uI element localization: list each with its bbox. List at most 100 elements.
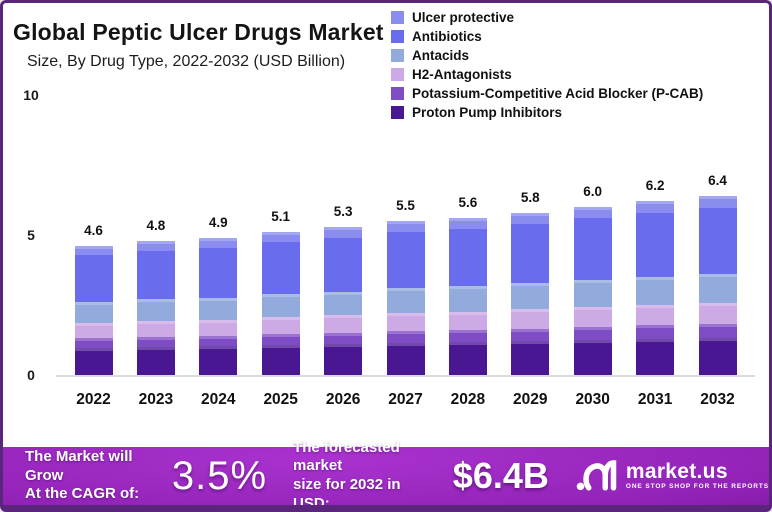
legend-swatch-icon [391,10,404,24]
page-subtitle: Size, By Drug Type, 2022-2032 (USD Billi… [27,53,346,70]
market-us-logo-icon [575,454,619,499]
x-axis-label-2032: 2032 [700,391,735,408]
y-axis-tick-10: 10 [23,87,39,103]
x-axis-label-2023: 2023 [138,391,174,408]
bar-segment [261,232,300,240]
x-axis-label-2030: 2030 [575,391,610,408]
bar-segment [386,342,425,375]
legend-label: H2-Antagonists [412,66,512,82]
bar-segment [74,252,113,303]
bar-value-label-2029: 5.8 [520,190,540,205]
bar-segment [386,288,425,313]
bar-value-label-2023: 4.8 [146,218,166,233]
bar-segment [511,221,550,284]
bar-segment [573,280,612,307]
bar-segment [511,341,550,375]
bar-segment [136,347,175,375]
bar-segment [74,338,113,349]
cagr-label-line2: At the CAGR of: [25,485,140,503]
bar-segment [636,209,675,277]
legend-swatch-icon [391,29,404,43]
bar-2030 [573,207,612,375]
x-axis-line [56,375,755,377]
bar-segment [261,239,300,295]
bar-segment [199,245,238,298]
bar-segment [448,311,487,331]
legend-item: Proton Pump Inhibitors [391,104,703,120]
legend-swatch-icon [391,86,404,100]
bar-segment [511,328,550,342]
forecast-label-line1: The forecasted market [293,438,400,475]
bar-segment [199,319,238,337]
x-axis-label-2031: 2031 [637,391,673,408]
bar-value-label-2032: 6.4 [708,173,727,188]
bar-value-label-2031: 6.2 [645,178,665,193]
x-axis-label-2026: 2026 [325,391,361,408]
bar-2032 [698,196,737,375]
x-axis-label-2024: 2024 [201,391,236,408]
bar-segment [573,215,612,281]
bar-segment [573,306,612,328]
bar-2029 [511,213,550,375]
page-title: Global Peptic Ulcer Drugs Market [13,19,384,45]
bar-segment [636,338,675,375]
bar-segment [199,336,238,347]
cagr-value: 3.5% [171,453,268,498]
bar-segment [636,276,675,305]
legend-item: H2-Antagonists [391,66,703,82]
logo-name: market.us [625,460,728,484]
bar-segment [636,201,675,210]
bar-segment [448,330,487,343]
x-axis-label-2028: 2028 [450,391,486,408]
bar-segment [511,213,550,222]
bar-segment [324,227,363,235]
bar-segment [261,294,300,318]
bar-2031 [636,201,675,375]
legend-item: Potassium-Competitive Acid Blocker (P-CA… [391,85,703,101]
bar-segment [324,315,363,334]
bar-segment [573,339,612,375]
footer-banner: The Market will Grow At the CAGR of: 3.5… [3,439,769,505]
bar-segment [74,246,113,253]
bar-segment [261,345,300,375]
bar-value-label-2028: 5.6 [458,195,478,210]
bar-segment [386,221,425,229]
x-axis-label-2025: 2025 [263,391,298,408]
bar-segment [386,331,425,343]
bar-segment [511,283,550,310]
bar-segment [74,302,113,323]
legend-label: Proton Pump Inhibitors [412,104,562,120]
x-axis-label-2022: 2022 [76,391,111,408]
bar-segment [448,286,487,312]
bar-segment [324,291,363,316]
legend-swatch-icon [391,105,404,119]
bar-value-label-2024: 4.9 [208,215,228,230]
logo-tagline: ONE STOP SHOP FOR THE REPORTS [625,483,769,491]
bar-segment [698,196,737,206]
bar-segment [199,297,238,320]
bar-segment [199,346,238,375]
legend: Ulcer protective Antibiotics Antacids H2-An… [391,9,703,120]
forecast-label-line2: size for 2032 in USD: [293,476,401,512]
bar-2026 [324,227,363,375]
bar-segment [136,337,175,348]
legend-item: Antibiotics [391,28,703,44]
bar-2028 [448,218,487,375]
market-us-logo: market.us ONE STOP SHOP FOR THE REPORTS [575,454,769,499]
bar-segment [324,234,363,292]
bar-2027 [386,221,425,375]
bar-segment [261,334,300,345]
bar-segment [636,325,675,339]
x-axis-label-2029: 2029 [513,391,548,408]
bar-segment [261,317,300,335]
legend-label: Ulcer protective [412,9,515,25]
bar-segment [136,299,175,321]
bar-segment [136,241,175,248]
bar-segment [573,327,612,340]
legend-label: Potassium-Competitive Acid Blocker (P-CA… [412,85,704,101]
legend-swatch-icon [391,67,404,81]
legend-label: Antacids [412,47,470,63]
logo-text: market.us ONE STOP SHOP FOR THE REPORTS [626,461,769,491]
legend-item: Ulcer protective [391,9,703,25]
